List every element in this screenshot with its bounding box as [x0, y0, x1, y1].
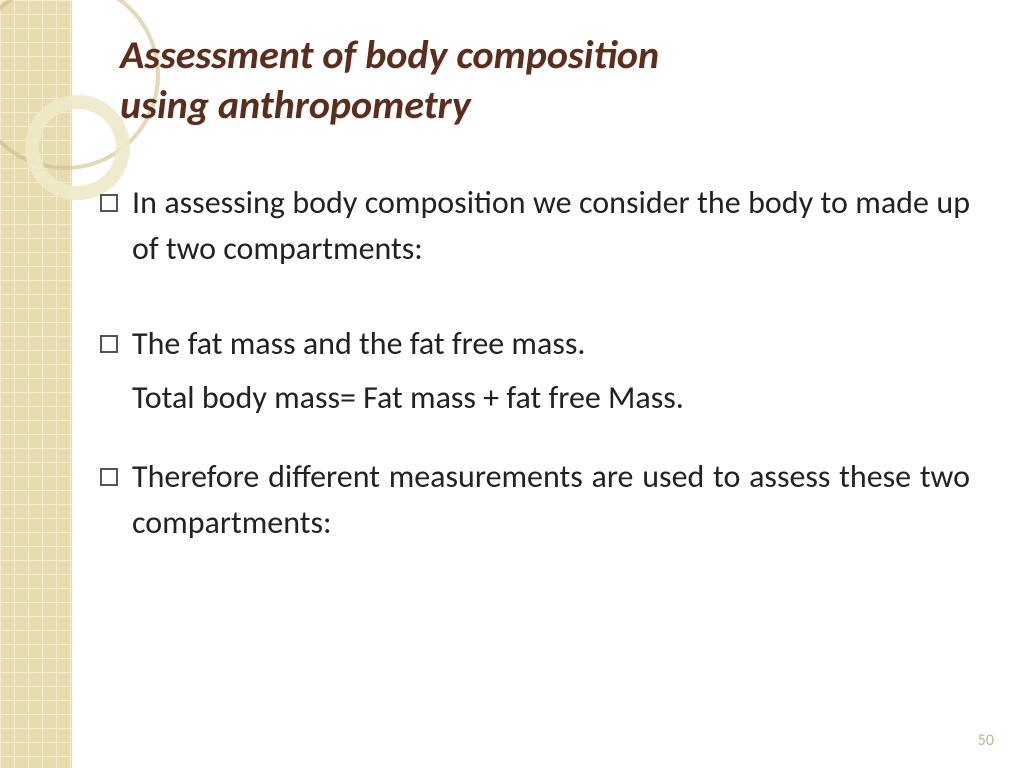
slide-title: Assessment of body composition using ant…: [120, 30, 940, 130]
square-bullet-icon: [100, 468, 118, 486]
bullet-text: The fat mass and the fat free mass.: [132, 321, 970, 367]
bullet-text: Therefore different measurements are use…: [132, 454, 970, 547]
title-line-2: using anthropometry: [120, 80, 471, 129]
page-number: 50: [978, 731, 994, 750]
slide-body: In assessing body composition we conside…: [100, 180, 970, 554]
bullet-item: The fat mass and the fat free mass.: [100, 321, 970, 367]
bullet-text: In assessing body composition we conside…: [132, 180, 970, 273]
bullet-subline: Total body mass= Fat mass + fat free Mas…: [100, 375, 970, 421]
title-line-1: Assessment of body composition: [120, 30, 659, 79]
bullet-item: Therefore different measurements are use…: [100, 454, 970, 547]
square-bullet-icon: [100, 335, 118, 353]
bullet-item: In assessing body composition we conside…: [100, 180, 970, 273]
square-bullet-icon: [100, 194, 118, 212]
